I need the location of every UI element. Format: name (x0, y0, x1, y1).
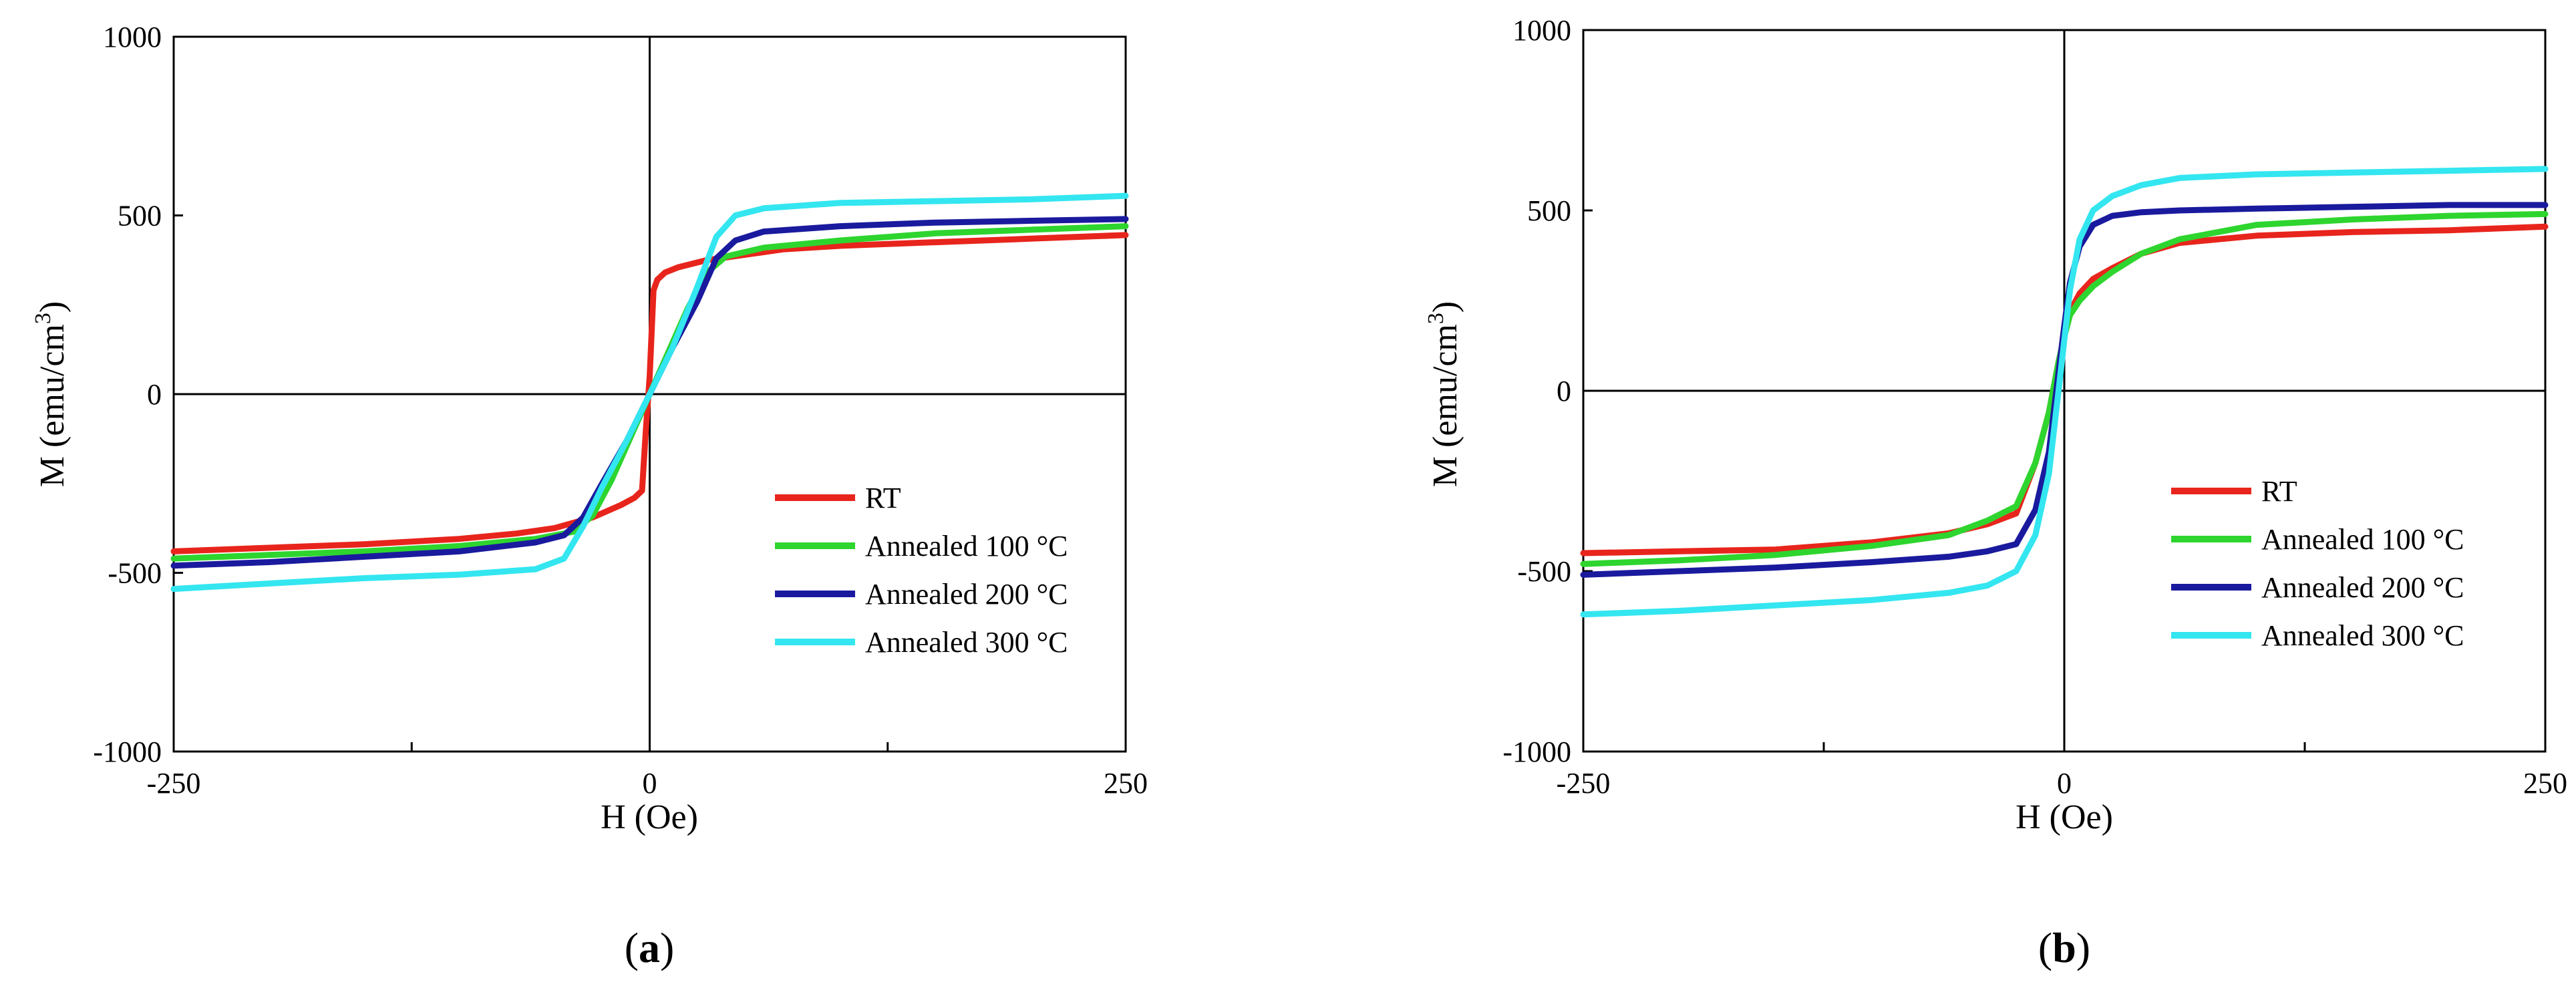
panel-label-a: (a) (625, 924, 675, 971)
series-line-1 (170, 232, 1129, 554)
legend-label-4: Annealed 300 °C (2261, 619, 2464, 652)
x-tick-label: 0 (643, 767, 657, 800)
y-axis-label: M (emu/cm3) (31, 301, 71, 487)
plot-layer: -250 0 250 -1000 -500 0 500 1000 RT Annealed 100 … (1502, 14, 2567, 800)
y-tick-label: 1000 (1512, 14, 1571, 47)
legend-label-3: Annealed 200 °C (865, 578, 1068, 611)
legend-label-2: Annealed 100 °C (2261, 523, 2464, 556)
y-tick-label: -1000 (1502, 735, 1571, 768)
series-line-4 (170, 192, 1129, 593)
series-line-4 (1580, 166, 2549, 618)
legend-label-1: RT (2261, 475, 2297, 508)
y-tick-label: -1000 (93, 735, 162, 768)
chart-a: -250 0 250 -1000 -500 0 500 1000 RT Annealed 100 … (31, 21, 1148, 971)
chart-b: -250 0 250 -1000 -500 0 500 1000 RT Annealed 100 … (1424, 14, 2567, 971)
legend: RT Annealed 100 °C Annealed 200 °C Annealed… (775, 482, 1068, 659)
x-tick-label: 250 (1104, 767, 1148, 800)
y-tick-label: -500 (108, 557, 162, 590)
legend-label-4: Annealed 300 °C (865, 626, 1068, 659)
panel-label-b: (b) (2038, 924, 2090, 971)
x-tick-label: -250 (1557, 767, 1611, 800)
legend-label-2: Annealed 100 °C (865, 530, 1068, 562)
y-tick-label: 0 (1557, 375, 1571, 407)
y-tick-label: 1000 (103, 21, 162, 53)
y-axis-label: M (emu/cm3) (1424, 301, 1464, 487)
y-tick-label: 0 (147, 378, 162, 411)
x-axis-label: H (Oe) (601, 798, 698, 836)
legend: RT Annealed 100 °C Annealed 200 °C Annealed… (2171, 475, 2464, 652)
x-tick-label: 0 (2057, 767, 2072, 800)
x-tick-label: 250 (2523, 767, 2567, 800)
legend-label-1: RT (865, 482, 901, 514)
x-tick-label: -250 (147, 767, 201, 800)
legend-label-3: Annealed 200 °C (2261, 571, 2464, 604)
plot-layer: -250 0 250 -1000 -500 0 500 1000 RT Annealed 100 … (93, 21, 1148, 800)
x-axis-label: H (Oe) (2016, 798, 2113, 836)
y-tick-label: 500 (118, 200, 162, 232)
y-tick-label: -500 (1517, 555, 1571, 588)
y-tick-label: 500 (1527, 194, 1571, 227)
